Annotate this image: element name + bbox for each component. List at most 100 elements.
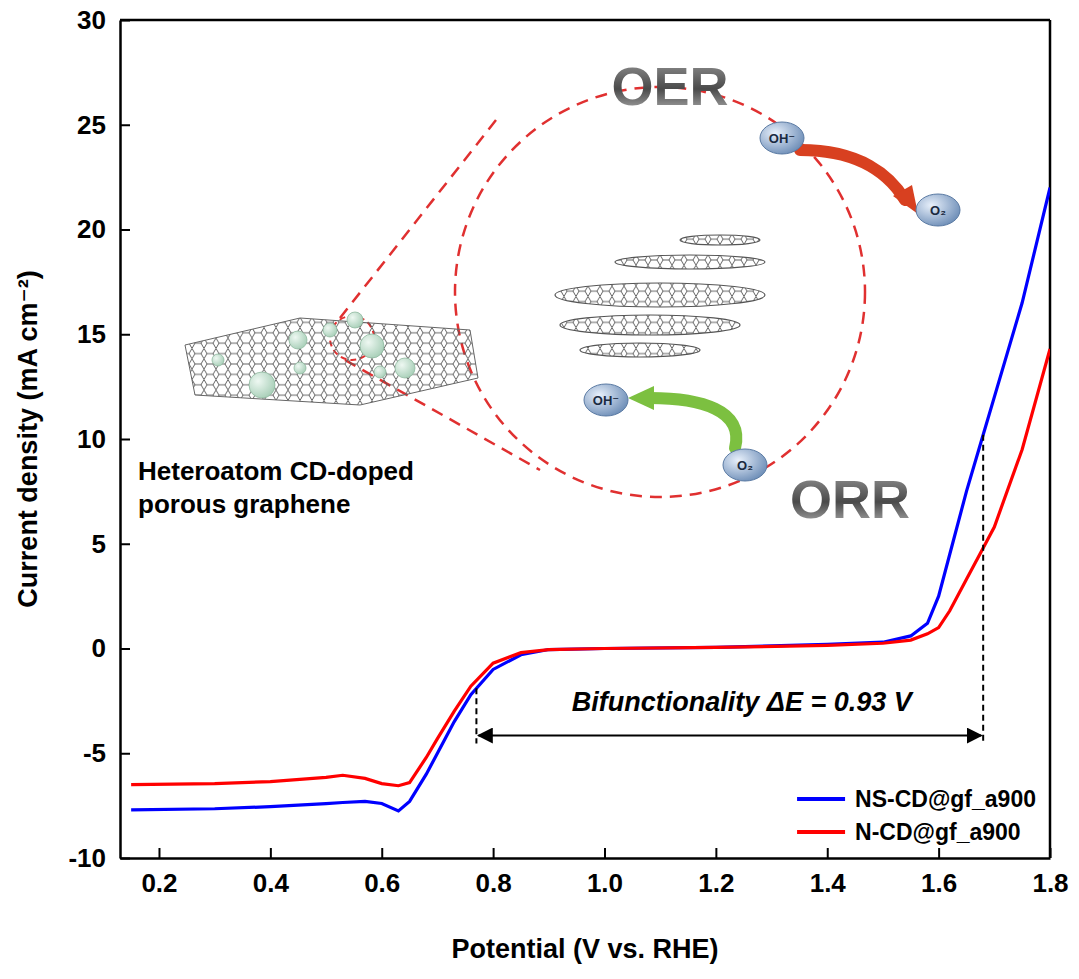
x-tick: 1.8 [1032, 848, 1068, 898]
y-tick: 5 [92, 529, 130, 559]
delta-e-guide [475, 688, 477, 743]
graphene-layer [560, 315, 740, 335]
oer-arrow [800, 150, 905, 200]
carbon-dot [249, 372, 275, 398]
x-tick-label: 0.2 [141, 868, 177, 898]
y-tick-label: 25 [77, 110, 106, 140]
y-tick: 10 [77, 424, 130, 454]
graphene-layer [615, 255, 765, 269]
y-tick: -5 [83, 738, 130, 768]
y-tick-label: 15 [77, 319, 106, 349]
orr-label: ORR [790, 469, 910, 529]
y-tick-label: 5 [92, 529, 106, 559]
carbon-dot [374, 366, 386, 378]
x-tick-mark [604, 848, 606, 858]
delta-e-label: Bifunctionality ΔE = 0.93 V [572, 687, 914, 717]
x-tick-mark [715, 848, 717, 858]
oer-label: OER [611, 56, 728, 116]
x-tick-mark [381, 848, 383, 858]
chart: 0.2 0.4 0.6 0.8 1.0 1.2 1.4 1.6 1.8 -10 -5 0 5 10 15 20… [0, 0, 1079, 979]
x-tick: 0.4 [253, 848, 290, 898]
inset: OH⁻ O₂ OH⁻ O₂ [185, 87, 960, 497]
x-tick: 1.6 [921, 848, 957, 898]
carbon-dot [395, 358, 415, 378]
legend-swatch [797, 830, 845, 834]
frame-right [1049, 20, 1052, 858]
y-tick-label: 30 [77, 5, 106, 35]
x-tick: 0.6 [364, 848, 400, 898]
graphene-sheet [185, 318, 478, 405]
y-axis-title: Current density (mA cm⁻²) [13, 270, 43, 607]
y-tick-mark [120, 858, 130, 860]
carbon-dot [360, 334, 384, 358]
oer-arrowhead [893, 185, 918, 214]
y-tick-mark [120, 648, 130, 650]
x-tick: 1.4 [810, 848, 847, 898]
label-background [569, 687, 917, 717]
orr-arrowhead [628, 386, 654, 410]
carbon-dot [323, 323, 337, 337]
delta-e-arrow [478, 735, 981, 737]
legend: NS-CD@gf_a900 N-CD@gf_a900 [797, 786, 1036, 845]
inset-label: Heteroatom CD-dopedporous graphene [138, 456, 414, 519]
x-tick: 1.2 [698, 848, 734, 898]
orr-arrow [650, 398, 736, 448]
x-tick: 1.0 [587, 848, 623, 898]
y-tick: 0 [92, 633, 130, 663]
x-tick-label: 0.6 [364, 868, 400, 898]
legend-label: NS-CD@gf_a900 [855, 786, 1036, 812]
x-tick-label: 0.4 [253, 868, 290, 898]
y-axis: -10 -5 0 5 10 15 20 25 30 [68, 5, 130, 873]
y-tick-mark [120, 124, 130, 126]
y-tick: 20 [77, 214, 130, 244]
x-axis-line [121, 857, 1051, 860]
y-tick-mark [120, 334, 130, 336]
carbon-dot [347, 312, 363, 328]
y-tick-label: 10 [77, 424, 106, 454]
y-tick: 15 [77, 319, 130, 349]
y-tick-mark [120, 229, 130, 231]
legend-swatch [797, 797, 845, 801]
delta-e-guide [982, 435, 984, 744]
graphene-layer [680, 235, 760, 245]
plot-area [131, 188, 1050, 811]
y-tick-label: -10 [68, 843, 106, 873]
y-tick-mark [120, 20, 130, 22]
y-tick-mark [120, 439, 130, 441]
carbon-dot [294, 362, 306, 374]
legend-label: N-CD@gf_a900 [855, 819, 1021, 845]
x-tick-label: 1.0 [587, 868, 623, 898]
y-tick: -10 [68, 843, 130, 873]
y-tick: 30 [77, 5, 130, 35]
y-tick: 25 [77, 110, 130, 140]
zoom-line [340, 115, 500, 318]
x-tick-mark [1050, 848, 1052, 858]
x-tick: 0.8 [476, 848, 512, 898]
graphene-layer [580, 343, 700, 357]
y-tick-mark [120, 753, 130, 755]
x-tick-mark [158, 848, 160, 858]
species-label: O₂ [737, 458, 753, 473]
species-ball [760, 122, 804, 154]
x-axis: 0.2 0.4 0.6 0.8 1.0 1.2 1.4 1.6 1.8 [121, 848, 1069, 898]
y-tick-label: -5 [83, 738, 106, 768]
x-tick-label: 1.4 [810, 868, 847, 898]
species-label: OH⁻ [593, 393, 619, 408]
species-ball [916, 194, 960, 226]
series-line [131, 188, 1050, 811]
y-tick-label: 20 [77, 214, 106, 244]
x-axis-title: Potential (V vs. RHE) [451, 934, 718, 964]
graphene-layer [555, 283, 765, 307]
frame-top [120, 19, 1050, 22]
species-label: OH⁻ [769, 131, 795, 146]
x-tick-mark [827, 848, 829, 858]
x-tick-mark [938, 848, 940, 858]
species-ball [584, 384, 628, 416]
y-tick-label: 0 [92, 633, 106, 663]
x-tick-mark [493, 848, 495, 858]
series-line [131, 349, 1050, 786]
species-label: O₂ [930, 203, 946, 218]
species-ball [723, 449, 767, 481]
y-tick-mark [120, 543, 130, 545]
x-tick-label: 0.8 [476, 868, 512, 898]
